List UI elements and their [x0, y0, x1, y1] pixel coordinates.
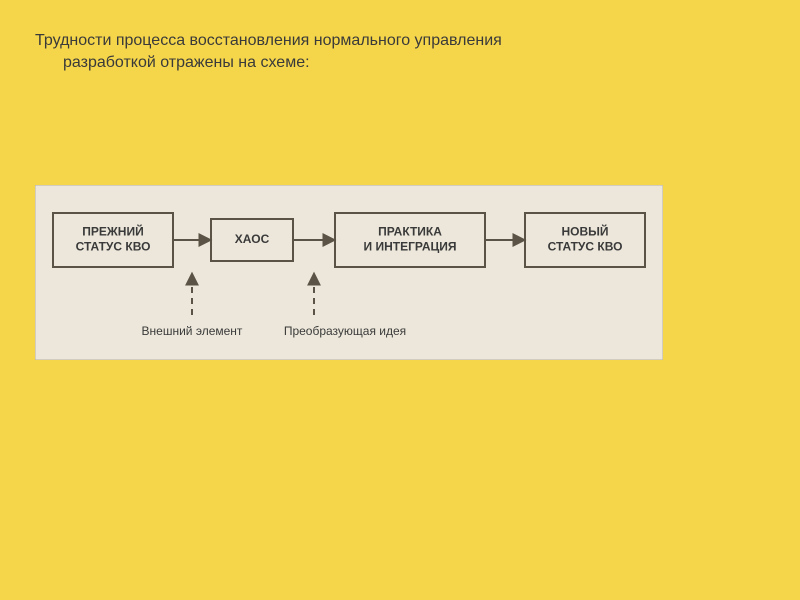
flow-node-label: ПРАКТИКА [378, 225, 442, 239]
flow-node-label: ХАОС [235, 232, 270, 246]
heading-text: Трудности процесса восстановления нормал… [35, 30, 740, 73]
annotation-label: Внешний элемент [142, 324, 243, 338]
flow-node-label: И ИНТЕГРАЦИЯ [363, 240, 456, 254]
heading-line-2: разработкой отражены на схеме: [35, 54, 310, 71]
flow-node-label: ПРЕЖНИЙ [82, 224, 143, 239]
flow-node-label: СТАТУС КВО [548, 240, 623, 254]
slide-page: Трудности процесса восстановления нормал… [0, 0, 800, 600]
heading-line-1: Трудности процесса восстановления нормал… [35, 32, 502, 49]
diagram-panel: ПРЕЖНИЙСТАТУС КВОХАОСПРАКТИКАИ ИНТЕГРАЦИ… [35, 185, 663, 360]
annotation-label: Преобразующая идея [284, 324, 406, 338]
flow-node-label: СТАТУС КВО [76, 240, 151, 254]
flowchart-svg: ПРЕЖНИЙСТАТУС КВОХАОСПРАКТИКАИ ИНТЕГРАЦИ… [35, 185, 663, 360]
flow-node-label: НОВЫЙ [561, 224, 608, 239]
